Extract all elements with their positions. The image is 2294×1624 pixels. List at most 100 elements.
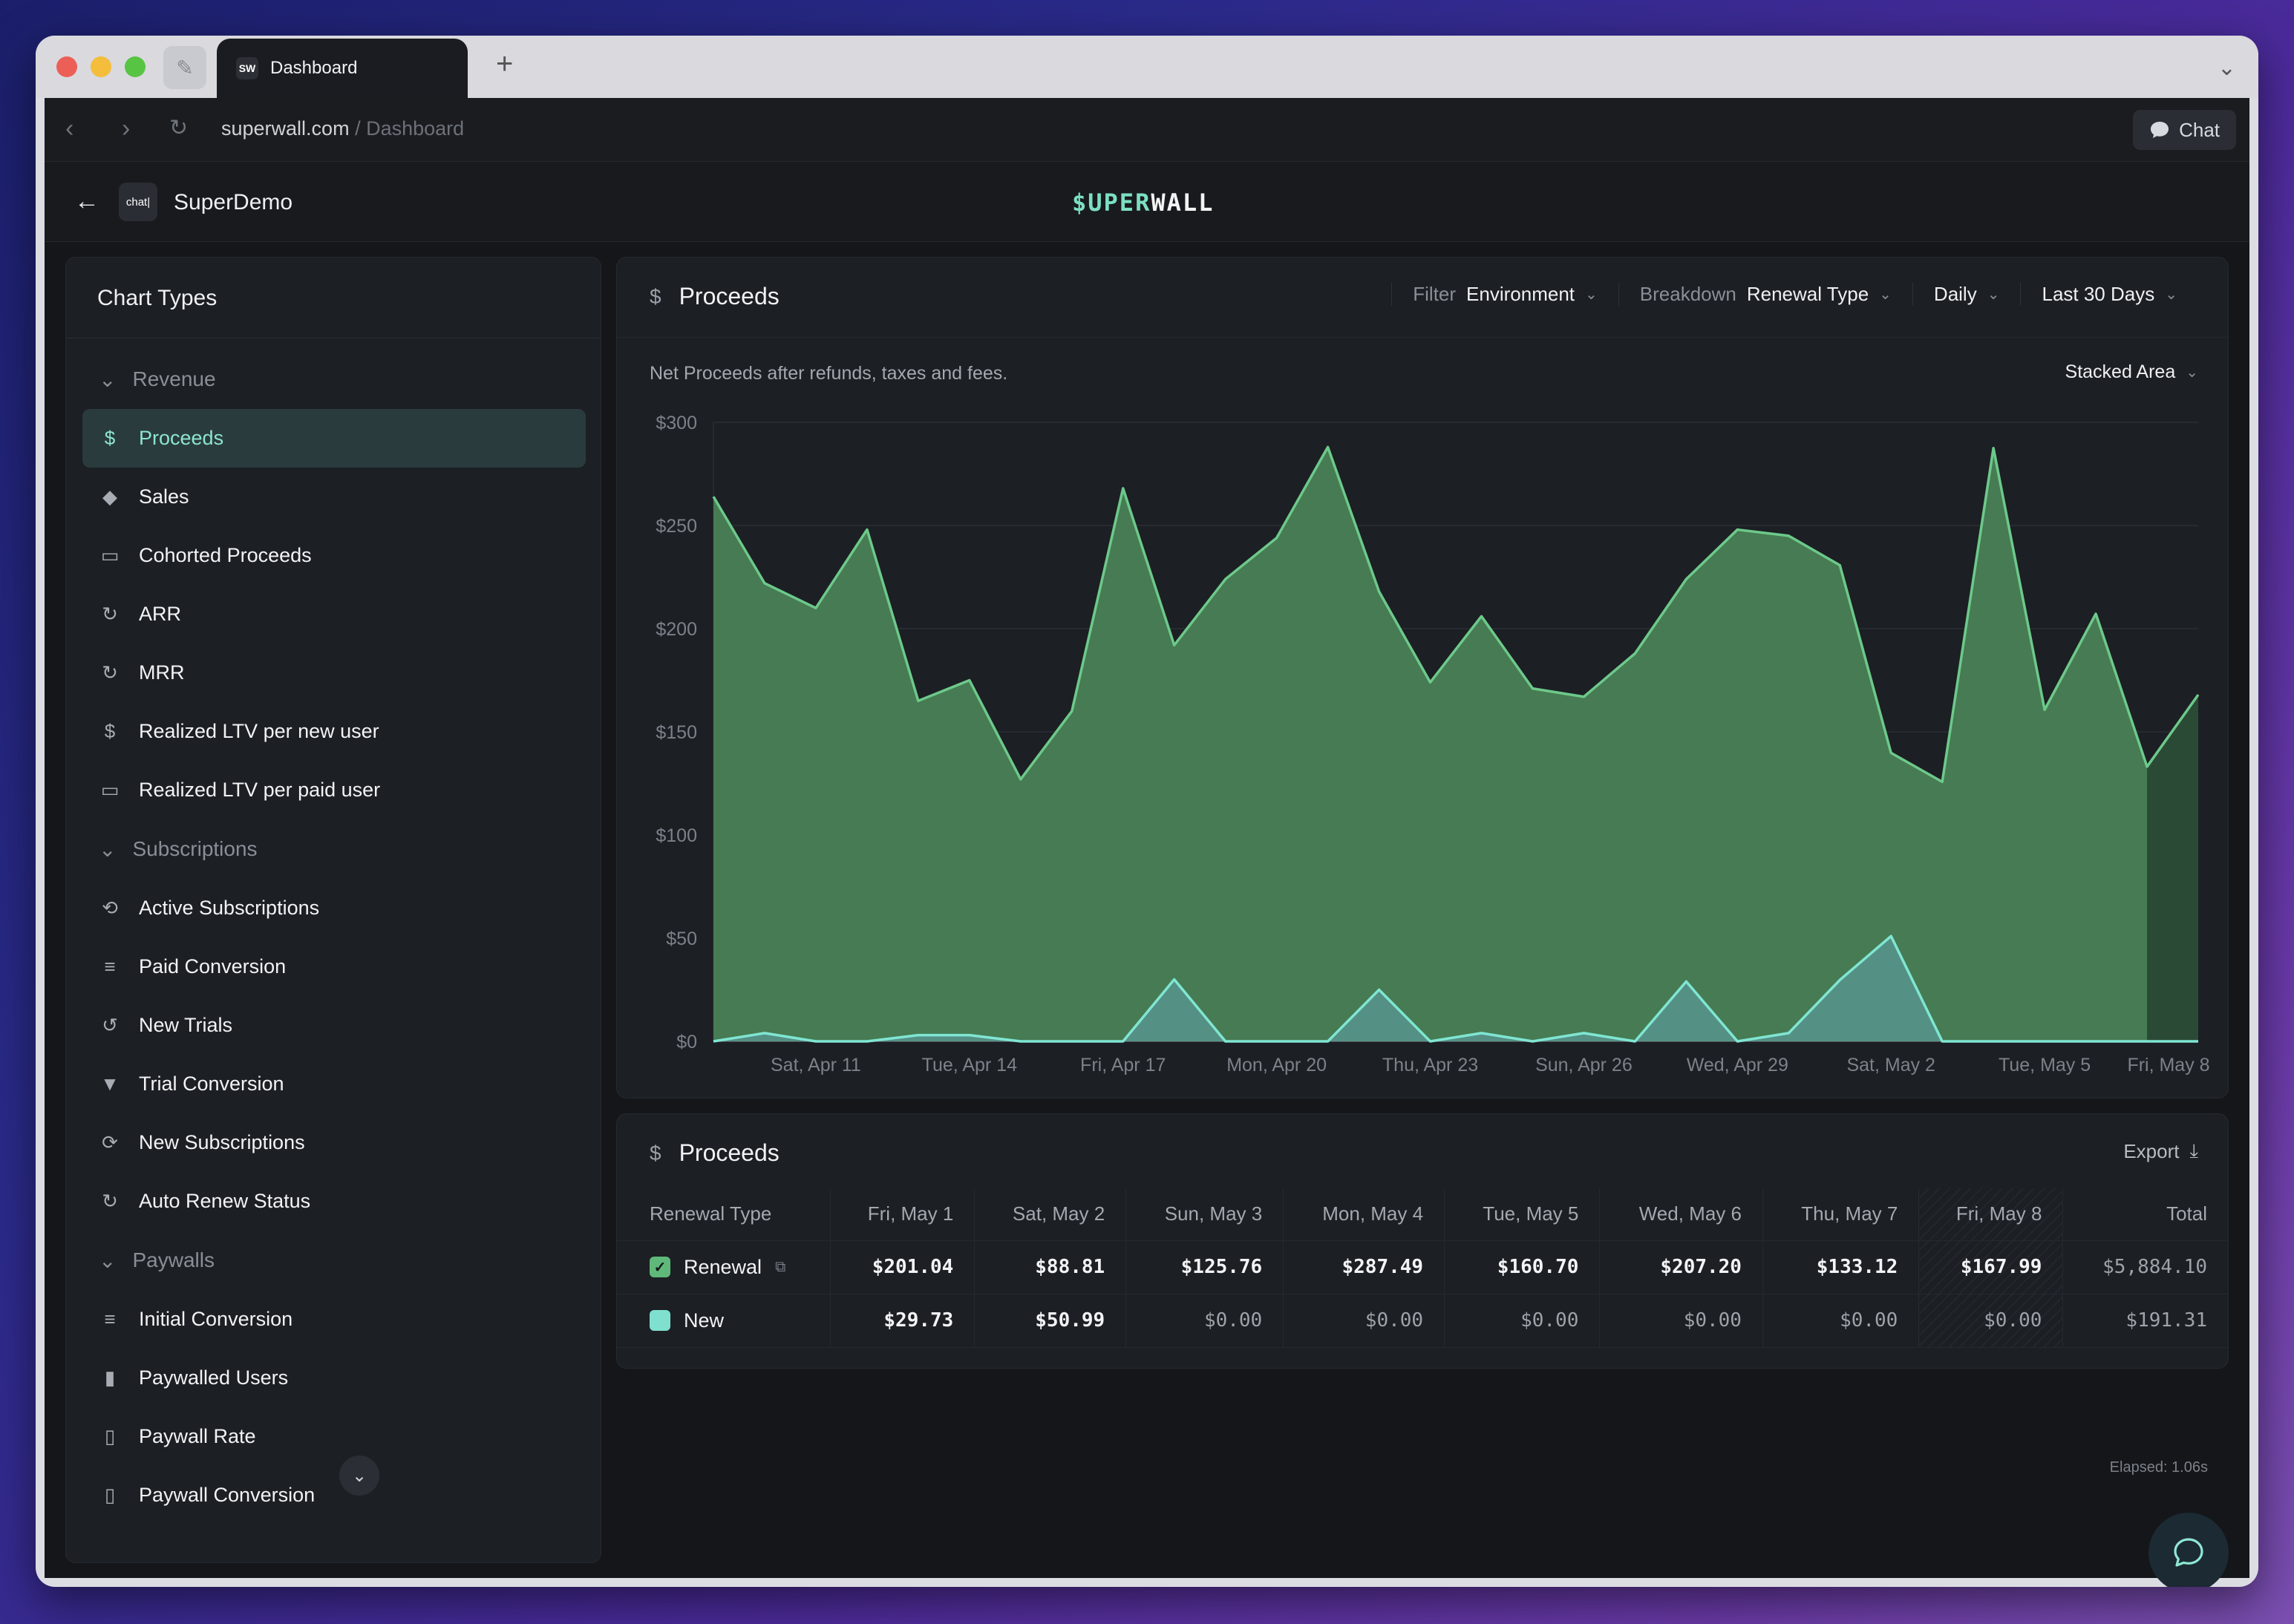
sidebar-item-cohorted-proceeds[interactable]: ▭ Cohorted Proceeds — [82, 526, 586, 585]
breakdown-value: Renewal Type — [1746, 283, 1869, 305]
maximize-window-button[interactable] — [125, 56, 146, 77]
sidebar-item-label: Proceeds — [139, 427, 224, 449]
export-button[interactable]: Export ⤓ — [2123, 1139, 2198, 1163]
sidebar-item-active-subscriptions[interactable]: ⟲ Active Subscriptions — [82, 879, 586, 937]
series-checkbox[interactable]: ✓ — [650, 1257, 670, 1277]
renewal-incomplete-area — [2147, 694, 2198, 1041]
dollar-icon: $ — [104, 720, 116, 742]
sidebar-item-arr[interactable]: ↻ ARR — [82, 585, 586, 644]
column-header: Thu, May 7 — [1762, 1188, 1919, 1241]
sidebar-item-label: Sales — [139, 485, 189, 508]
sidebar-item-sales[interactable]: ◆ Sales — [82, 468, 586, 526]
chart-type-dropdown[interactable]: Stacked Area ⌄ — [2065, 361, 2198, 383]
sidebar-section-label: Paywalls — [132, 1248, 215, 1271]
sidebar-item-new-trials[interactable]: ↺ New Trials — [82, 996, 586, 1055]
sidebar-item-label: New Subscriptions — [139, 1131, 305, 1153]
app-name[interactable]: SuperDemo — [174, 190, 293, 215]
sidebar-item-paywall-rate[interactable]: ▯ Paywall Rate — [82, 1407, 586, 1466]
value-cell: $207.20 — [1599, 1240, 1763, 1294]
forward-icon[interactable]: › — [122, 114, 131, 143]
y-tick-label: $250 — [656, 516, 697, 537]
breakdown-dropdown[interactable]: Breakdown Renewal Type ⌄ — [1618, 283, 1912, 306]
sidebar-section-revenue[interactable]: ⌄ Revenue — [82, 350, 586, 409]
value-cell: $0.00 — [1599, 1294, 1763, 1348]
chart-panel-header: $ Proceeds Filter Environment ⌄ Breakdow… — [617, 258, 2228, 338]
x-tick-label: Mon, Apr 20 — [1226, 1055, 1327, 1075]
sidebar-item-paywalled-users[interactable]: ▮ Paywalled Users — [82, 1349, 586, 1407]
table-row: ✓ Renewal ⧉ $201.04 $88.81 $125.76 $287.49 $160… — [617, 1240, 2228, 1294]
new-area — [713, 936, 2198, 1041]
renewal-line — [712, 445, 2200, 784]
reload-icon[interactable]: ↻ — [169, 116, 189, 140]
copy-icon[interactable]: ⧉ — [775, 1258, 786, 1275]
filter-dropdown[interactable]: Filter Environment ⌄ — [1391, 283, 1618, 306]
column-header: Tue, May 5 — [1444, 1188, 1600, 1241]
chevron-down-icon: ⌄ — [1879, 287, 1892, 303]
calendar-icon: ▭ — [100, 544, 120, 566]
value-cell: $287.49 — [1283, 1240, 1445, 1294]
sidebar-section-subscriptions[interactable]: ⌄ Subscriptions — [82, 819, 586, 879]
dollar-icon: $ — [650, 1141, 661, 1165]
value-cell: $167.99 — [1918, 1240, 2063, 1294]
pin-icon[interactable]: ✎ — [163, 46, 206, 89]
total-cell: $191.31 — [2062, 1294, 2228, 1348]
back-arrow-icon[interactable]: ← — [74, 187, 99, 215]
sidebar-item-initial-conversion[interactable]: ≡ Initial Conversion — [82, 1290, 586, 1349]
proceeds-table: Renewal Type Fri, May 1 Sat, May 2 Sun, May… — [617, 1188, 2228, 1348]
sidebar-item-trial-conversion[interactable]: ▼ Trial Conversion — [82, 1055, 586, 1113]
url-field[interactable]: superwall.com / Dashboard — [221, 117, 464, 140]
proceeds-area-chart[interactable]: $0 $50 $100 $150 $200 $250 $300 Sat, Apr 11 Tue,… — [617, 258, 2229, 1099]
chart-title: Proceeds — [679, 283, 780, 310]
sidebar-item-new-subscriptions[interactable]: ⟳ New Subscriptions — [82, 1113, 586, 1172]
table-row: New $29.73 $50.99 $0.00 $0.00 $0.00 $0.00 $0.00… — [617, 1294, 2228, 1348]
sidebar-section-paywalls[interactable]: ⌄ Paywalls — [82, 1231, 586, 1290]
new-tab-icon[interactable]: + — [496, 48, 514, 80]
column-header: Sun, May 3 — [1125, 1188, 1284, 1241]
value-cell: $0.00 — [1918, 1294, 2063, 1348]
support-chat-button[interactable] — [2148, 1513, 2229, 1587]
chevron-down-icon: ⌄ — [1987, 287, 2000, 303]
chart-panel-title: $ Proceeds — [650, 283, 780, 310]
sidebar-item-label: Realized LTV per new user — [139, 720, 379, 742]
phone-user-icon: ▮ — [104, 1366, 116, 1389]
interval-dropdown[interactable]: Daily ⌄ — [1912, 283, 2021, 306]
url-host: superwall.com — [221, 117, 350, 140]
scroll-down-button[interactable]: ⌄ — [339, 1456, 379, 1496]
sidebar-item-label: Paywall Conversion — [139, 1484, 316, 1506]
sidebar-item-paid-conversion[interactable]: ≡ Paid Conversion — [82, 937, 586, 996]
y-tick-label: $150 — [656, 722, 697, 743]
refresh-icon: ⟳ — [102, 1131, 118, 1153]
column-header: Sat, May 2 — [974, 1188, 1126, 1241]
table-header-row: Renewal Type Fri, May 1 Sat, May 2 Sun, May… — [617, 1188, 2228, 1241]
date-range-dropdown[interactable]: Last 30 Days ⌄ — [2020, 283, 2198, 306]
chevron-down-icon: ⌄ — [2186, 364, 2198, 381]
sidebar-item-realized-ltv-per-new-user[interactable]: $ Realized LTV per new user — [82, 702, 586, 761]
x-tick-label: Wed, Apr 29 — [1687, 1055, 1788, 1075]
value-cell: $0.00 — [1125, 1294, 1284, 1348]
dollar-icon: $ — [650, 284, 661, 308]
sidebar-item-paywall-conversion[interactable]: ▯ Paywall Conversion — [82, 1466, 586, 1525]
value-cell: $133.12 — [1762, 1240, 1919, 1294]
browser-window: ✎ SW Dashboard + ⌄ ‹ › ↻ superwall.com /… — [36, 36, 2258, 1587]
series-checkbox[interactable] — [650, 1310, 670, 1331]
sidebar-item-auto-renew-status[interactable]: ↻ Auto Renew Status — [82, 1172, 586, 1231]
download-icon: ⤓ — [2189, 1139, 2199, 1162]
minimize-window-button[interactable] — [91, 56, 111, 77]
sidebar-item-proceeds[interactable]: $ Proceeds — [82, 409, 586, 468]
back-icon[interactable]: ‹ — [65, 114, 74, 143]
export-label: Export — [2123, 1139, 2180, 1162]
chat-button[interactable]: Chat — [2133, 110, 2236, 150]
dollar-icon: $ — [104, 427, 116, 449]
sidebar-item-mrr[interactable]: ↻ MRR — [82, 644, 586, 702]
tab-dashboard[interactable]: SW Dashboard — [217, 39, 468, 98]
value-cell: $29.73 — [830, 1294, 975, 1348]
browser-content: ‹ › ↻ superwall.com / Dashboard Chat ← c… — [45, 98, 2249, 1587]
chevron-down-icon[interactable]: ⌄ — [2217, 56, 2236, 80]
sidebar-item-realized-ltv-per-paid-user[interactable]: ▭ Realized LTV per paid user — [82, 761, 586, 819]
x-tick-label: Tue, Apr 14 — [922, 1055, 1017, 1075]
sidebar-list: ⌄ Revenue $ Proceeds ◆ Sales ▭ Cohorted Proceed… — [82, 350, 586, 1525]
history-icon: ↺ — [102, 1014, 118, 1036]
x-tick-label: Thu, Apr 23 — [1382, 1055, 1478, 1075]
sidebar-title: Chart Types — [97, 286, 218, 310]
close-window-button[interactable] — [56, 56, 77, 77]
